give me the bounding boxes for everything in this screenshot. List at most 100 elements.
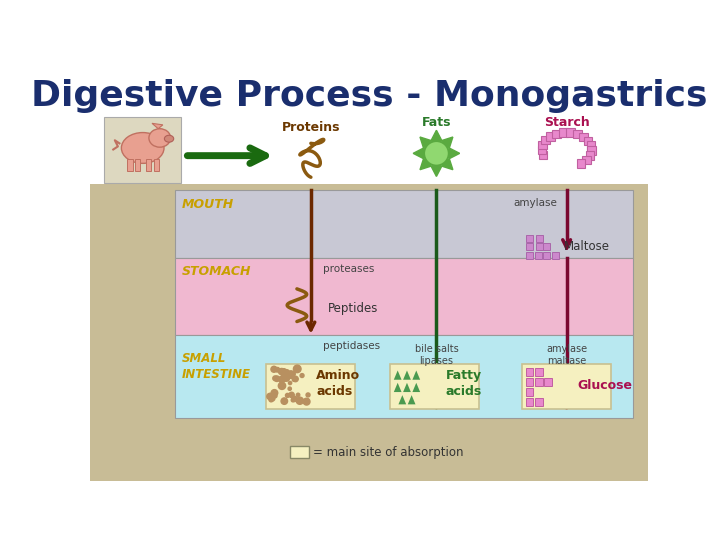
Circle shape <box>296 397 303 404</box>
Bar <box>539 140 547 149</box>
Bar <box>546 132 554 141</box>
Circle shape <box>291 372 295 375</box>
Bar <box>587 141 595 150</box>
Polygon shape <box>413 370 420 380</box>
Bar <box>526 244 534 251</box>
Circle shape <box>284 375 289 381</box>
Text: Fatty
acids: Fatty acids <box>446 369 482 398</box>
Polygon shape <box>403 370 411 380</box>
Polygon shape <box>413 383 420 392</box>
Bar <box>584 137 593 145</box>
Text: Proteins: Proteins <box>282 122 340 134</box>
Circle shape <box>303 398 310 405</box>
Polygon shape <box>408 395 415 404</box>
Ellipse shape <box>164 135 174 142</box>
Bar <box>535 378 543 386</box>
Bar <box>175 335 632 418</box>
Polygon shape <box>398 395 406 404</box>
Circle shape <box>292 373 295 376</box>
Circle shape <box>271 389 278 396</box>
Circle shape <box>289 392 294 397</box>
Circle shape <box>292 378 296 381</box>
Circle shape <box>294 365 301 373</box>
Bar <box>526 388 534 396</box>
Text: amylase
maltase: amylase maltase <box>546 345 588 366</box>
Bar <box>585 151 594 160</box>
Text: = main site of absorption: = main site of absorption <box>313 446 464 458</box>
Circle shape <box>291 399 294 402</box>
Bar <box>175 190 632 258</box>
Circle shape <box>267 393 273 400</box>
Bar <box>127 159 132 171</box>
Bar <box>580 133 588 141</box>
Bar <box>552 252 559 259</box>
Bar <box>290 446 309 458</box>
Polygon shape <box>431 130 442 140</box>
Circle shape <box>287 371 294 379</box>
Text: peptidases: peptidases <box>323 341 379 351</box>
Bar <box>90 184 648 481</box>
Bar <box>145 159 151 171</box>
Bar <box>535 398 543 406</box>
Bar <box>538 146 546 154</box>
Polygon shape <box>394 370 402 380</box>
Bar <box>135 159 140 171</box>
Text: Fats: Fats <box>422 116 451 129</box>
Circle shape <box>292 396 297 402</box>
Bar <box>544 378 552 386</box>
Bar <box>526 378 534 386</box>
Text: MOUTH: MOUTH <box>181 198 234 211</box>
Circle shape <box>281 375 287 381</box>
Circle shape <box>288 387 292 390</box>
Text: SMALL
INTESTINE: SMALL INTESTINE <box>181 352 251 381</box>
Bar <box>587 146 595 155</box>
Text: proteases: proteases <box>323 264 374 274</box>
Polygon shape <box>420 137 431 148</box>
Text: Amino
acids: Amino acids <box>316 369 361 398</box>
Circle shape <box>306 393 310 397</box>
Text: Peptides: Peptides <box>328 302 378 315</box>
Polygon shape <box>442 137 453 148</box>
Bar <box>552 130 561 138</box>
Bar <box>544 252 550 259</box>
Circle shape <box>275 367 279 372</box>
Ellipse shape <box>149 129 171 147</box>
Circle shape <box>424 141 449 166</box>
Circle shape <box>273 376 278 381</box>
Bar <box>573 130 582 138</box>
Bar <box>526 398 534 406</box>
Circle shape <box>274 394 277 397</box>
Bar <box>536 244 543 251</box>
FancyBboxPatch shape <box>266 364 355 409</box>
Text: Digestive Process - Monogastrics: Digestive Process - Monogastrics <box>31 79 707 113</box>
Polygon shape <box>431 166 442 177</box>
Bar <box>526 368 534 376</box>
Circle shape <box>300 374 304 377</box>
Circle shape <box>285 393 289 397</box>
Bar <box>536 235 543 242</box>
Circle shape <box>280 369 287 376</box>
Bar <box>526 235 534 242</box>
Polygon shape <box>420 159 431 170</box>
Bar <box>567 129 575 137</box>
Circle shape <box>279 368 284 375</box>
Circle shape <box>279 376 285 383</box>
Circle shape <box>269 395 275 401</box>
Bar <box>90 65 648 184</box>
Circle shape <box>281 398 287 404</box>
Circle shape <box>279 382 286 389</box>
Polygon shape <box>152 123 163 129</box>
Bar <box>539 151 547 159</box>
Bar <box>559 128 568 137</box>
Text: STOMACH: STOMACH <box>181 266 251 279</box>
Circle shape <box>274 376 279 381</box>
Bar <box>526 252 534 259</box>
Circle shape <box>284 370 289 375</box>
Text: Glucose: Glucose <box>577 379 632 392</box>
Circle shape <box>271 366 277 372</box>
Polygon shape <box>442 159 453 170</box>
Bar <box>535 252 542 259</box>
FancyBboxPatch shape <box>522 364 611 409</box>
Circle shape <box>269 397 274 402</box>
Bar <box>577 159 585 168</box>
